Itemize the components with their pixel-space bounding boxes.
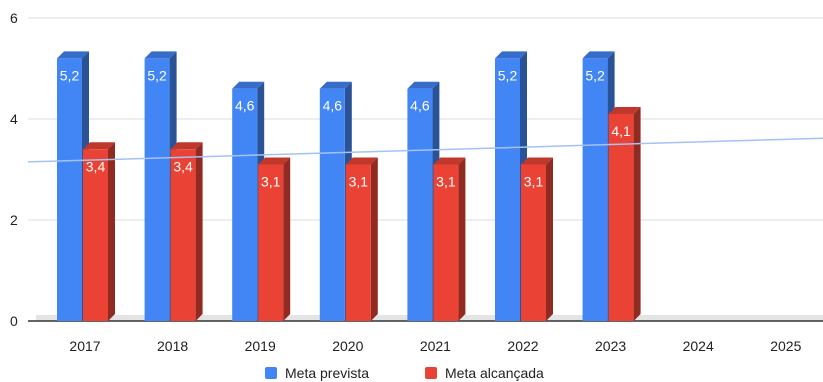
bar: [83, 149, 108, 321]
bar-side: [546, 157, 553, 321]
bar: [521, 164, 546, 321]
bar: [608, 113, 634, 321]
bar-side: [108, 142, 115, 321]
trendline: [27, 137, 823, 163]
bar: [407, 88, 433, 321]
bar: [433, 164, 459, 321]
bar: [57, 58, 82, 322]
x-axis: 2017 2018 2019 2020 2021 2022 2023 2024 2025: [69, 338, 801, 354]
bar: [319, 88, 345, 321]
bar-top: [495, 51, 527, 59]
bar-top: [407, 81, 440, 89]
y-axis: 0 2 4 6: [10, 10, 18, 329]
bar: [345, 164, 371, 321]
bar-value-label: 3,1: [524, 173, 544, 189]
bar-side: [633, 106, 641, 321]
bar: [144, 58, 170, 322]
x-tick-label: 2021: [420, 338, 451, 354]
bar-top: [433, 157, 466, 165]
legend-swatch: [425, 367, 437, 379]
trendline-line: [27, 137, 823, 163]
bar-top: [608, 106, 641, 114]
legend-swatch: [265, 367, 277, 379]
bar-top: [232, 81, 265, 89]
bar-value-label: 5,2: [585, 67, 605, 83]
bar-top: [144, 51, 177, 59]
x-tick-label: 2018: [157, 338, 188, 354]
bar-side: [458, 157, 466, 321]
x-tick-label: 2019: [245, 338, 276, 354]
bar-top: [319, 81, 352, 89]
bar-value-label: 4,1: [611, 123, 631, 139]
bar-top: [170, 142, 203, 150]
bars: 5,2 3,4 5,2 3,4 4,6 3,1 4,6 3,1 4,6 3,1 5,2 3,1 5,2 4…: [57, 51, 641, 322]
x-tick-label: 2025: [770, 338, 801, 354]
legend: Meta prevista Meta alcançada: [265, 365, 544, 381]
bar-value-label: 5,2: [60, 67, 80, 83]
bar-top: [582, 51, 615, 59]
x-tick-label: 2020: [332, 338, 363, 354]
bar-value-label: 4,6: [410, 98, 430, 114]
y-tick-label: 0: [10, 313, 18, 329]
bar-side: [195, 142, 203, 321]
y-tick-label: 2: [10, 212, 18, 228]
bar-value-label: 5,2: [147, 67, 167, 83]
bar: [495, 58, 520, 322]
x-tick-label: 2024: [683, 338, 714, 354]
bar: [232, 88, 258, 321]
bar-top: [345, 157, 378, 165]
bar-value-label: 3,4: [86, 158, 106, 174]
bar-value-label: 4,6: [235, 98, 255, 114]
bar: [582, 58, 608, 322]
bar-top: [258, 157, 291, 165]
x-tick-label: 2023: [595, 338, 626, 354]
bar-top: [57, 51, 89, 59]
x-tick-label: 2022: [507, 338, 538, 354]
bar-side: [370, 157, 378, 321]
bar-top: [521, 157, 553, 165]
bar-value-label: 3,4: [173, 158, 193, 174]
x-tick-label: 2017: [69, 338, 100, 354]
legend-label: Meta alcançada: [445, 365, 544, 381]
bar-top: [83, 142, 115, 150]
bar-value-label: 3,1: [436, 173, 456, 189]
bar: [170, 149, 196, 321]
bar-side: [283, 157, 291, 321]
bar-value-label: 3,1: [349, 173, 369, 189]
bar: [258, 164, 284, 321]
bar-value-label: 5,2: [498, 67, 518, 83]
y-tick-label: 6: [10, 10, 18, 26]
legend-label: Meta prevista: [285, 365, 369, 381]
bar-value-label: 4,6: [323, 98, 343, 114]
y-tick-label: 4: [10, 111, 18, 127]
bar-value-label: 3,1: [261, 173, 281, 189]
